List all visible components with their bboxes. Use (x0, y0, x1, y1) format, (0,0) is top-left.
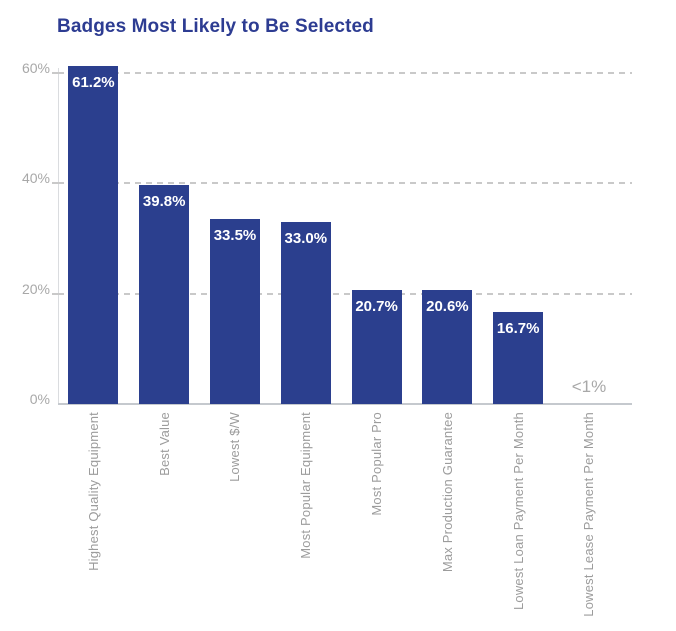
x-category-slot: Lowest Lease Payment Per Month (554, 412, 625, 626)
x-category-slot: Max Production Guarantee (412, 412, 483, 626)
x-category-slot: Most Popular Equipment (270, 412, 341, 626)
y-tick-mark (52, 292, 58, 295)
gridline-60% (58, 72, 632, 75)
y-tick-label: 0% (29, 391, 50, 407)
y-tick-mark (52, 72, 58, 75)
bar-value-label: 20.7% (355, 297, 398, 315)
bar-7: 16.7% (493, 311, 544, 404)
y-tick-label: 20% (21, 280, 50, 297)
x-category-label: Highest Quality Equipment (85, 412, 101, 571)
gridline-40% (58, 182, 632, 185)
bar-value-label: 33.5% (213, 227, 257, 245)
bar-3: 33.5% (210, 219, 260, 404)
bar-value-label: 39.8% (142, 192, 186, 210)
x-category-slot: Lowest Loan Payment Per Month (483, 412, 554, 626)
y-tick-label: 60% (21, 60, 50, 77)
x-category-label: Most Popular Pro (369, 412, 385, 516)
y-tick-label: 40% (21, 170, 50, 187)
x-category-label: Best Value (156, 412, 172, 476)
x-category-slot: Highest Quality Equipment (58, 412, 129, 626)
gridline-20% (58, 292, 632, 295)
bar-value-label: 33.0% (284, 230, 328, 247)
x-category-label: Lowest Lease Payment Per Month (581, 412, 597, 617)
x-category-label: Lowest Loan Payment Per Month (510, 412, 526, 611)
x-axis-line (58, 403, 632, 405)
x-category-slot: Best Value (129, 412, 200, 626)
x-category-label: Most Popular Equipment (298, 412, 314, 559)
x-category-label: Max Production Guarantee (439, 412, 455, 573)
bar-1: 61.2% (68, 66, 119, 404)
y-tick-mark (52, 182, 58, 185)
x-category-slot: Lowest $/W (200, 412, 271, 626)
chart-title: Badges Most Likely to Be Selected (57, 16, 374, 37)
x-category-label: Lowest $/W (227, 412, 243, 482)
bar-value-label: 61.2% (72, 74, 115, 92)
bar-value-label: 16.7% (496, 319, 540, 337)
bar-5: 20.7% (351, 289, 402, 404)
bar-2: 39.8% (139, 184, 190, 404)
bar-6: 20.6% (422, 290, 473, 404)
no-bar-value-label: <1% (571, 377, 607, 396)
bar-4: 33.0% (280, 222, 331, 404)
y-axis-line (58, 68, 59, 404)
bar-value-label: 20.6% (426, 298, 469, 316)
x-category-slot: Most Popular Pro (341, 412, 412, 626)
